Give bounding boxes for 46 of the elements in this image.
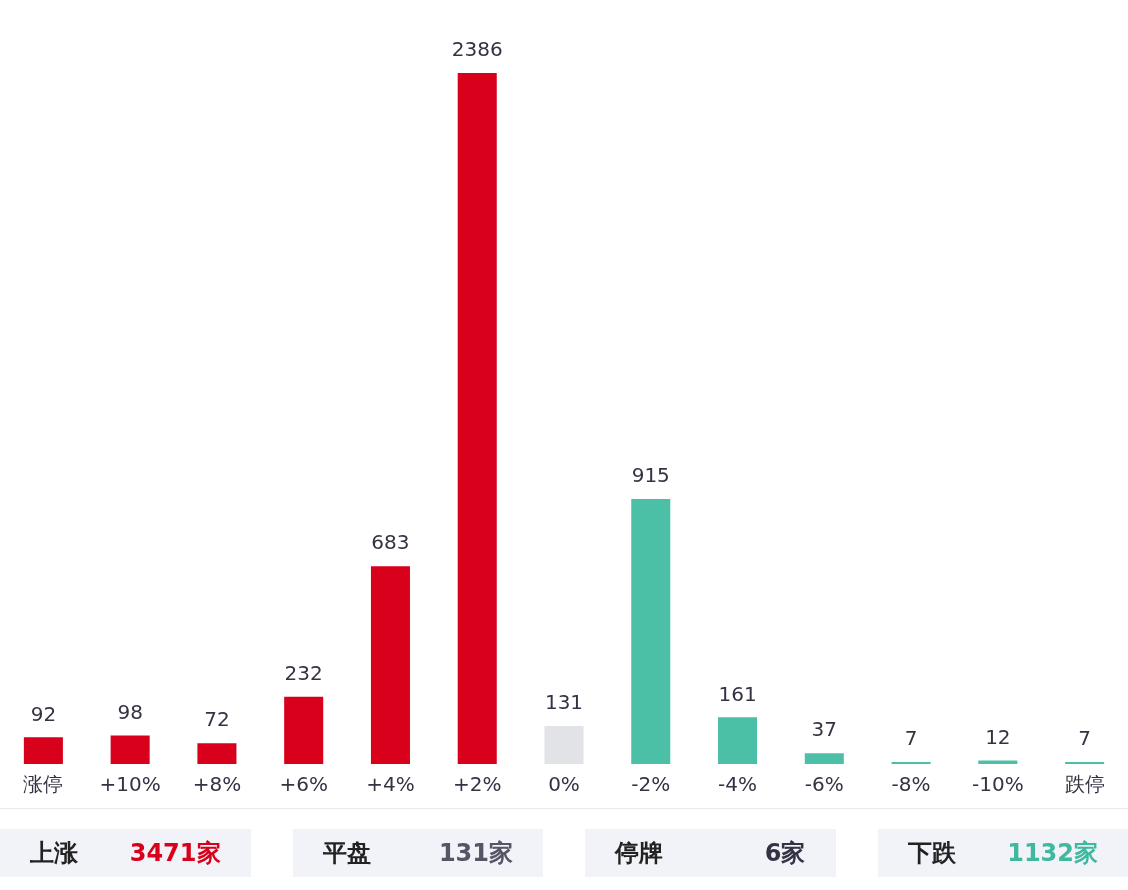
x-tick-label: -8% [891,772,931,797]
x-tick-label: -4% [718,772,758,797]
data-label: 7 [904,726,918,751]
text: 平盘 [322,838,371,869]
data-label: 37 [811,717,838,742]
x-tick-label: 0% [548,772,580,797]
bar [891,761,931,764]
bar [718,717,758,764]
data-label: 7 [1078,726,1091,751]
bar [110,735,150,764]
x-tick-label: -10% [972,772,1024,797]
x-tick-label: +6% [279,772,328,797]
text: 上涨 [30,838,78,869]
x-tick-label: 跌停 [1064,772,1105,797]
text: 6家 [764,838,806,869]
bar [544,726,584,764]
bar [804,753,844,764]
text: 3471家 [129,838,221,869]
text: 1132家 [1007,838,1098,869]
bar [197,743,237,764]
data-label: 12 [985,724,1011,749]
x-tick-label: -2% [631,772,671,797]
data-label: 915 [631,463,670,488]
bar [631,499,671,764]
x-tick-label: +8% [192,772,242,797]
text: 停牌 [615,838,663,869]
data-label: 92 [30,701,57,726]
text: 131家 [438,838,513,869]
x-tick-label: +4% [366,772,415,797]
bar [370,566,410,764]
data-label: 131 [544,690,584,715]
data-label: 98 [117,699,143,724]
x-tick-label: +2% [452,772,502,797]
data-label: 232 [284,661,323,686]
bar [457,73,497,764]
text: 下跌 [907,838,956,869]
data-label: 161 [718,681,757,706]
bar [1065,761,1105,764]
data-label: 2386 [451,37,503,62]
x-tick-label: +10% [99,772,161,797]
data-label: 72 [204,707,230,732]
data-label: 683 [371,530,410,555]
bar [23,737,63,764]
bar [284,696,324,764]
x-tick-label: 涨停 [23,772,64,797]
x-tick-label: -6% [804,772,844,797]
